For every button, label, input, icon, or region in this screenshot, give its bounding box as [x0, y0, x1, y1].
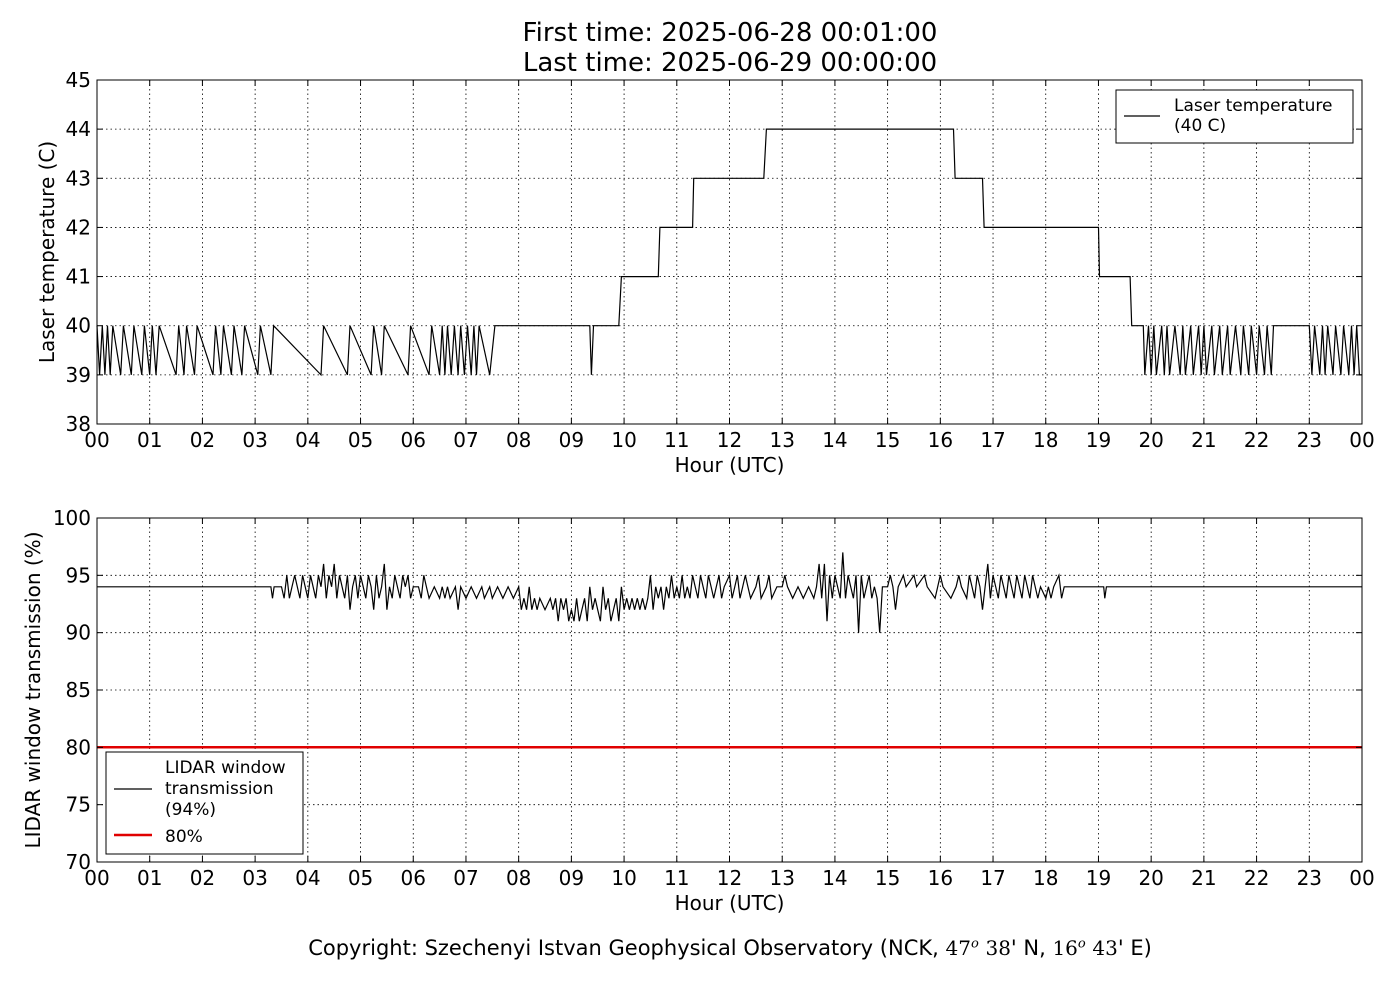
y-tick-label: 41 [66, 265, 91, 289]
x-tick-label: 08 [506, 866, 531, 890]
y-tick-label: 100 [53, 506, 91, 530]
x-tick-label: 22 [1244, 866, 1269, 890]
x-tick-label: 14 [822, 428, 847, 452]
y-tick-label: 38 [66, 412, 91, 436]
x-tick-label: 16 [928, 428, 953, 452]
x-tick-label: 07 [453, 866, 478, 890]
x-tick-label: 19 [1086, 866, 1111, 890]
y-tick-label: 75 [66, 793, 91, 817]
legend-label: (94%) [165, 800, 216, 820]
x-tick-label: 20 [1138, 428, 1163, 452]
x-tick-label: 02 [190, 428, 215, 452]
x-tick-label: 02 [190, 866, 215, 890]
x-tick-label: 06 [401, 866, 426, 890]
latitude-minutes: 38 [985, 936, 1011, 960]
x-tick-label: 11 [664, 428, 689, 452]
x-tick-label: 10 [611, 428, 636, 452]
x-tick-label: 06 [401, 428, 426, 452]
x-tick-label: 01 [137, 428, 162, 452]
latitude-suffix: ' N, [1010, 936, 1046, 960]
x-tick-label: 18 [1033, 866, 1058, 890]
legend-label: Laser temperature [1174, 96, 1332, 116]
x-tick-label: 15 [875, 428, 900, 452]
x-tick-label: 17 [980, 428, 1005, 452]
y-tick-label: 95 [66, 563, 91, 587]
legend-label: 80% [165, 827, 203, 847]
x-tick-label: 14 [822, 866, 847, 890]
y-tick-label: 42 [66, 215, 91, 239]
copyright-text: Copyright: Szechenyi Istvan Geophysical … [308, 936, 939, 960]
x-tick-label: 15 [875, 866, 900, 890]
y-tick-label: 80 [66, 735, 91, 759]
legend-label: (40 C) [1174, 116, 1226, 136]
x-tick-label: 23 [1297, 866, 1322, 890]
x-tick-label: 03 [242, 428, 267, 452]
x-tick-label: 00 [1349, 866, 1374, 890]
x-tick-label: 18 [1033, 428, 1058, 452]
x-tick-label: 07 [453, 428, 478, 452]
x-tick-label: 10 [611, 866, 636, 890]
legend-label: transmission [165, 779, 274, 799]
x-tick-label: 00 [84, 428, 109, 452]
x-tick-label: 13 [769, 866, 794, 890]
x-tick-label: 16 [928, 866, 953, 890]
y-tick-label: 39 [66, 363, 91, 387]
y-axis-label: LIDAR window transmission (%) [21, 532, 45, 849]
chart-title-first-time: First time: 2025-06-28 00:01:00 [522, 18, 938, 48]
longitude-minutes: 43 [1092, 936, 1118, 960]
y-axis-label: Laser temperature (C) [35, 141, 59, 363]
x-tick-label: 03 [242, 866, 267, 890]
y-tick-label: 40 [66, 314, 91, 338]
x-tick-label: 00 [1349, 428, 1374, 452]
chart-title-last-time: Last time: 2025-06-29 00:00:00 [522, 48, 938, 78]
x-tick-label: 22 [1244, 428, 1269, 452]
x-tick-label: 17 [980, 866, 1005, 890]
longitude-degrees: 16o [1052, 936, 1086, 960]
x-tick-label: 08 [506, 428, 531, 452]
series-line-main [96, 128, 1362, 377]
legend-box [105, 751, 304, 855]
series-line-main [97, 552, 1362, 633]
x-tick-label: 11 [664, 866, 689, 890]
x-tick-label: 12 [717, 428, 742, 452]
y-tick-label: 90 [66, 621, 91, 645]
y-tick-label: 85 [66, 678, 91, 702]
y-tick-label: 43 [66, 166, 91, 190]
x-tick-label: 20 [1138, 866, 1163, 890]
copyright-footer: Copyright: Szechenyi Istvan Geophysical … [0, 936, 1400, 960]
x-axis-label: Hour (UTC) [675, 453, 785, 477]
x-tick-label: 04 [295, 866, 320, 890]
x-tick-label: 09 [559, 428, 584, 452]
y-tick-label: 44 [66, 117, 91, 141]
y-tick-label: 70 [66, 850, 91, 874]
x-tick-label: 19 [1086, 428, 1111, 452]
x-tick-label: 21 [1191, 428, 1216, 452]
longitude-suffix: ' E) [1117, 936, 1152, 960]
x-tick-label: 05 [348, 428, 373, 452]
x-tick-label: 12 [717, 866, 742, 890]
x-tick-label: 23 [1297, 428, 1322, 452]
y-tick-label: 45 [66, 68, 91, 92]
x-tick-label: 05 [348, 866, 373, 890]
x-axis-label: Hour (UTC) [675, 891, 785, 915]
x-tick-label: 13 [769, 428, 794, 452]
x-tick-label: 01 [137, 866, 162, 890]
x-tick-label: 09 [559, 866, 584, 890]
x-tick-label: 04 [295, 428, 320, 452]
legend-label: LIDAR window [165, 758, 286, 778]
x-tick-label: 21 [1191, 866, 1216, 890]
x-tick-label: 00 [84, 866, 109, 890]
latitude-degrees: 47o [945, 936, 979, 960]
